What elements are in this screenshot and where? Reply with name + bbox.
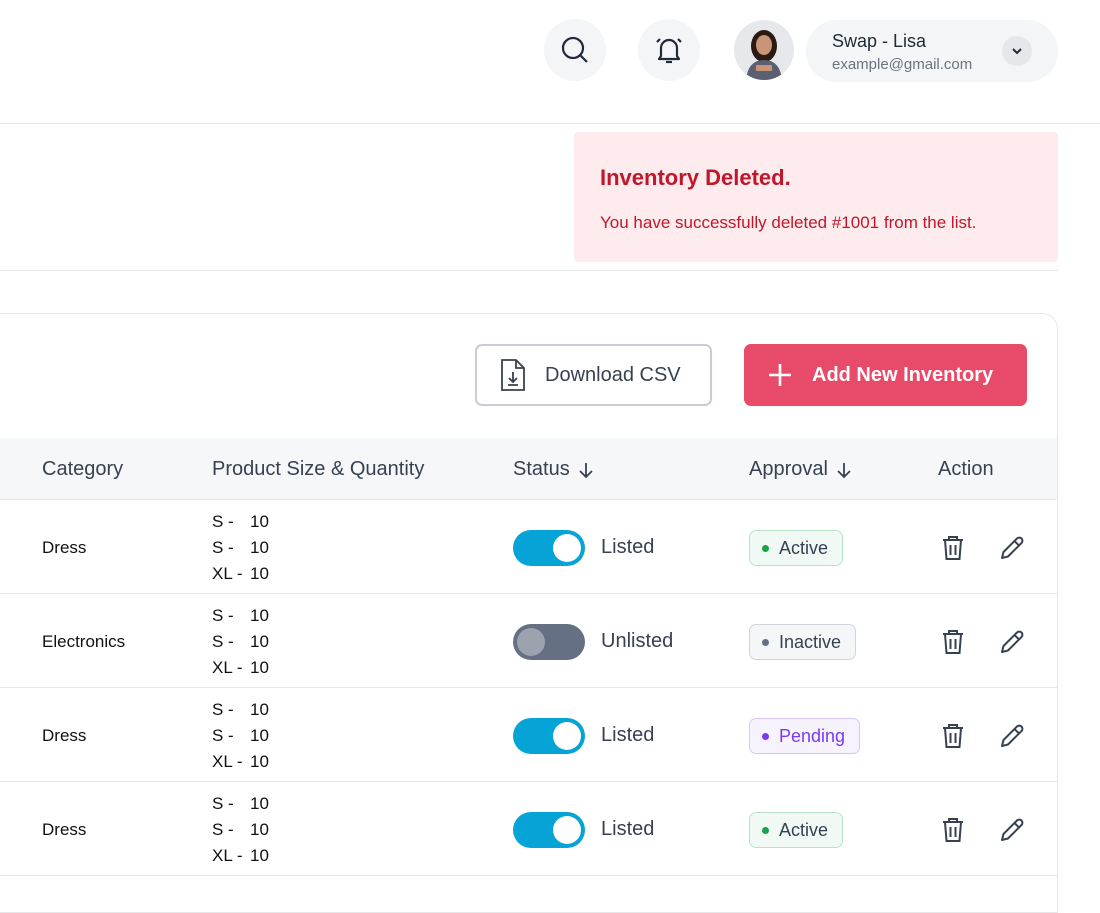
page: Inventory {"header": {"user_name": "Swap…: [0, 19, 1100, 913]
approval-badge: Pending: [749, 718, 861, 754]
approval-label: Active: [779, 819, 829, 840]
delete-icon[interactable]: [940, 816, 966, 844]
add-label: Add New Inventory: [812, 363, 994, 386]
category: Electronics: [42, 632, 126, 651]
table-header: [0, 438, 1057, 500]
column-header: Action: [938, 458, 994, 481]
column-label: Category: [42, 458, 124, 480]
approval-label: Active: [779, 537, 829, 558]
row-actions: [940, 722, 1026, 750]
column-header[interactable]: Approval: [749, 458, 852, 481]
divider: [0, 270, 1058, 271]
badge-dot: [762, 544, 769, 552]
edit-icon[interactable]: [998, 816, 1026, 844]
search-button[interactable]: [544, 19, 606, 81]
quantity: 10: [250, 794, 269, 813]
row-divider: [0, 593, 1057, 594]
quantity: 10: [250, 564, 269, 583]
status-toggle[interactable]: [513, 624, 585, 660]
status-label: Listed: [601, 536, 655, 558]
header-divider: [0, 123, 1100, 124]
column-header: Category: [42, 458, 123, 481]
column-label: Status: [513, 458, 570, 480]
size: S -: [212, 632, 234, 651]
quantity: 10: [250, 512, 269, 531]
inventory-page: Swap - Lisa example@gmail.com Inventory …: [0, 19, 1100, 913]
edit-icon[interactable]: [998, 534, 1026, 562]
quantity: 10: [250, 820, 269, 839]
category: Dress: [42, 726, 87, 745]
status-toggle[interactable]: [513, 718, 585, 754]
quantity: 10: [250, 658, 269, 677]
approval-badge: Inactive: [749, 624, 857, 660]
user-name: Swap - Lisa: [832, 31, 927, 51]
status-label: Unlisted: [601, 630, 674, 652]
size: S -: [212, 512, 234, 531]
quantity: 10: [250, 606, 269, 625]
row-actions: [940, 534, 1026, 562]
column-label: Action: [938, 458, 994, 480]
quantity: 10: [250, 700, 269, 719]
quantity: 10: [250, 846, 269, 865]
column-header[interactable]: Status: [513, 458, 594, 481]
toast: Inventory Deleted. You have successfully…: [574, 132, 1058, 262]
dropdown-icon: [1002, 36, 1032, 66]
size: S -: [212, 726, 234, 745]
notification-button[interactable]: [638, 19, 700, 81]
column-header: Product Size & Quantity: [212, 458, 424, 481]
status-label: Listed: [601, 818, 655, 840]
row-divider: [0, 781, 1057, 782]
status-toggle[interactable]: [513, 530, 585, 566]
approval-badge: Active: [749, 530, 844, 566]
status-toggle[interactable]: [513, 812, 585, 848]
column-label: Product Size & Quantity: [212, 458, 425, 480]
badge-dot: [762, 638, 769, 646]
download-csv-button[interactable]: Download CSV: [475, 344, 712, 406]
badge-dot: [762, 826, 769, 834]
size: S -: [212, 820, 234, 839]
row-divider: [0, 687, 1057, 688]
sort-icon: [837, 462, 851, 478]
delete-icon[interactable]: [940, 722, 966, 750]
quantity: 10: [250, 632, 269, 651]
size: XL -: [212, 658, 243, 677]
size: XL -: [212, 564, 243, 583]
avatar[interactable]: [734, 20, 794, 80]
approval-badge: Active: [749, 812, 844, 848]
toast-title: Inventory Deleted.: [600, 165, 791, 190]
edit-icon[interactable]: [998, 628, 1026, 656]
size: S -: [212, 700, 234, 719]
quantity: 10: [250, 538, 269, 557]
row-actions: [940, 628, 1026, 656]
approval-label: Inactive: [779, 631, 842, 652]
toast-message: You have successfully deleted #1001 from…: [600, 213, 977, 232]
toggle-knob: [553, 534, 581, 562]
toggle-knob: [553, 816, 581, 844]
toggle-knob: [517, 628, 545, 656]
size: XL -: [212, 846, 243, 865]
category: Dress: [42, 820, 87, 839]
size: XL -: [212, 752, 243, 771]
size: S -: [212, 606, 234, 625]
column-label: Approval: [749, 458, 828, 480]
toggle-knob: [553, 722, 581, 750]
delete-icon[interactable]: [940, 534, 966, 562]
quantity: 10: [250, 726, 269, 745]
badge-dot: [762, 732, 769, 740]
status-label: Listed: [601, 724, 655, 746]
approval-label: Pending: [779, 725, 846, 746]
delete-icon[interactable]: [940, 628, 966, 656]
download-label: Download CSV: [545, 363, 681, 386]
row-actions: [940, 816, 1026, 844]
row-divider: [0, 875, 1057, 876]
size: S -: [212, 794, 234, 813]
edit-icon[interactable]: [998, 722, 1026, 750]
quantity: 10: [250, 752, 269, 771]
size: S -: [212, 538, 234, 557]
add-inventory-button[interactable]: Add New Inventory: [744, 344, 1027, 406]
category: Dress: [42, 538, 87, 557]
user-email: example@gmail.com: [832, 56, 973, 73]
user-menu[interactable]: Swap - Lisa example@gmail.com: [806, 20, 1058, 82]
sort-icon: [579, 462, 593, 478]
